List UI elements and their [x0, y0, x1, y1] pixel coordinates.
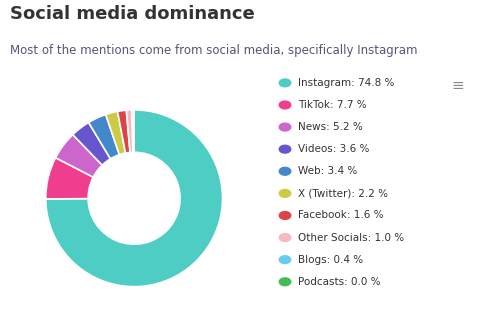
- Text: ≡: ≡: [452, 78, 465, 93]
- Wedge shape: [106, 111, 125, 155]
- Wedge shape: [46, 158, 93, 199]
- Wedge shape: [73, 123, 111, 165]
- Wedge shape: [126, 110, 133, 152]
- Text: Facebook: 1.6 %: Facebook: 1.6 %: [298, 211, 384, 220]
- Text: TikTok: 7.7 %: TikTok: 7.7 %: [298, 100, 367, 110]
- Text: Instagram: 74.8 %: Instagram: 74.8 %: [298, 78, 395, 88]
- Text: News: 5.2 %: News: 5.2 %: [298, 122, 363, 132]
- Text: Web: 3.4 %: Web: 3.4 %: [298, 166, 358, 176]
- Text: Podcasts: 0.0 %: Podcasts: 0.0 %: [298, 277, 381, 287]
- Wedge shape: [132, 110, 134, 152]
- Text: Videos: 3.6 %: Videos: 3.6 %: [298, 144, 370, 154]
- Wedge shape: [46, 110, 223, 287]
- Text: Most of the mentions come from social media, specifically Instagram: Most of the mentions come from social me…: [10, 44, 417, 57]
- Text: Other Socials: 1.0 %: Other Socials: 1.0 %: [298, 233, 405, 242]
- Text: X (Twitter): 2.2 %: X (Twitter): 2.2 %: [298, 188, 388, 198]
- Text: Blogs: 0.4 %: Blogs: 0.4 %: [298, 255, 364, 265]
- Wedge shape: [117, 110, 130, 153]
- Wedge shape: [89, 114, 119, 159]
- Text: Social media dominance: Social media dominance: [10, 5, 254, 23]
- Wedge shape: [56, 135, 102, 177]
